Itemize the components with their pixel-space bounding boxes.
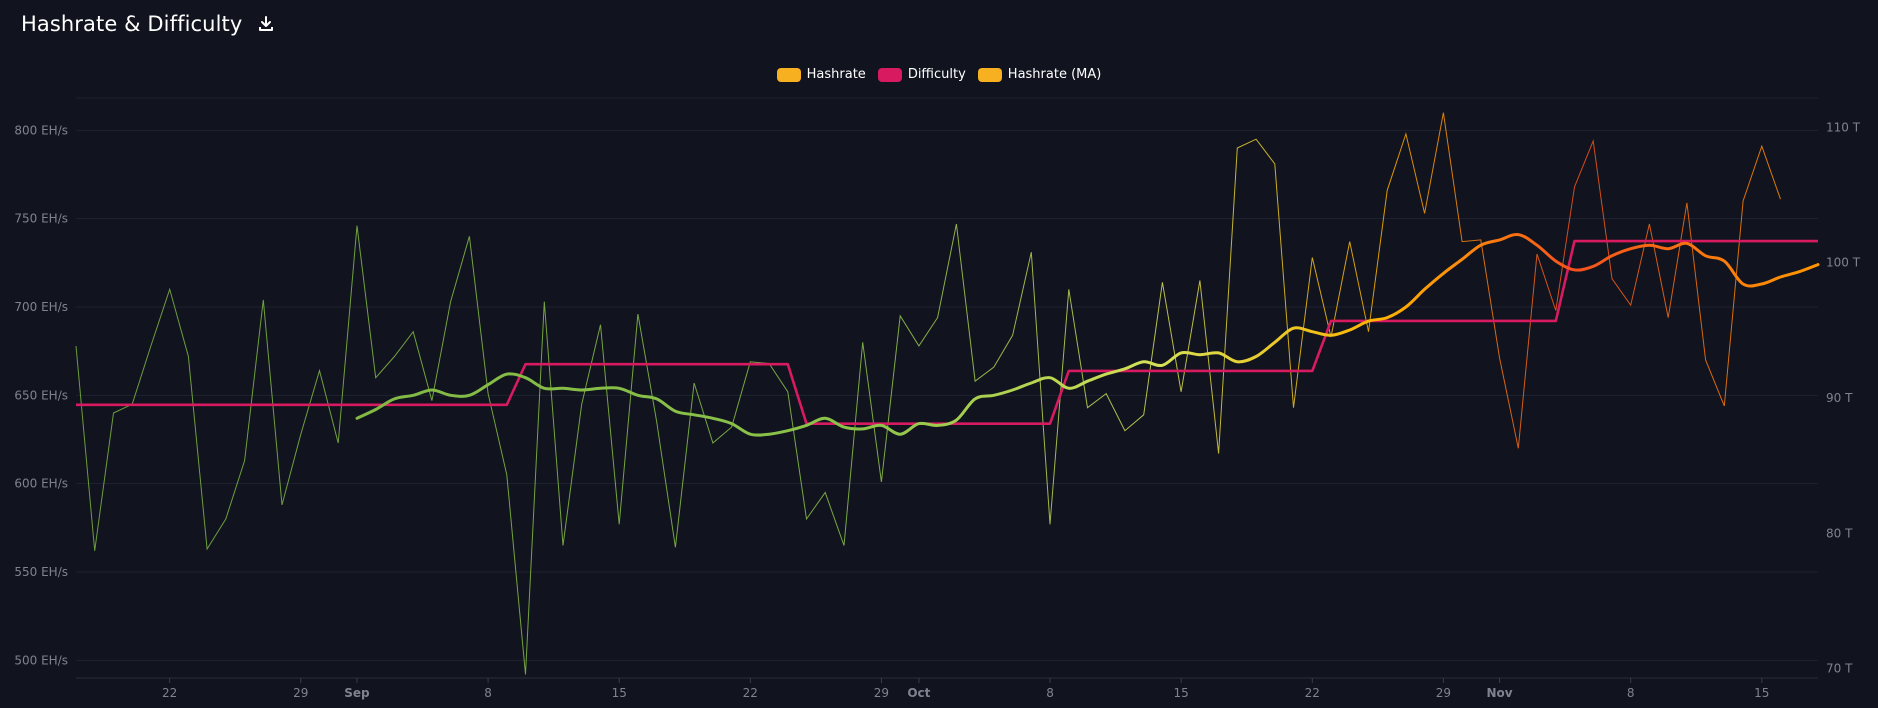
x-tick-label: 15 [1173, 686, 1188, 700]
x-tick-label: 29 [874, 686, 889, 700]
legend-item-difficulty[interactable]: Difficulty [877, 67, 966, 82]
legend-label-hashrate-ma: Hashrate (MA) [1007, 67, 1102, 82]
x-tick-label: Oct [907, 686, 930, 700]
y-right-tick-label: 80 T [1826, 526, 1853, 540]
download-button[interactable] [254, 12, 278, 36]
x-tick-label: 8 [1627, 686, 1635, 700]
page-title: Hashrate & Difficulty [21, 12, 243, 36]
x-tick-label: 8 [1046, 686, 1054, 700]
y-left-tick-label: 500 EH/s [14, 653, 68, 667]
y-left-tick-label: 650 EH/s [14, 388, 68, 402]
y-left-tick-label: 750 EH/s [14, 212, 68, 226]
x-tick-label: 22 [743, 686, 758, 700]
y-right-tick-label: 90 T [1826, 391, 1853, 405]
legend-item-hashrate[interactable]: Hashrate [776, 67, 866, 82]
y-left-tick-label: 800 EH/s [14, 123, 68, 137]
legend-swatch-difficulty [877, 67, 902, 82]
y-right-tick-label: 70 T [1826, 662, 1853, 676]
x-tick-label: 8 [484, 686, 492, 700]
hashrate-ma-line [355, 232, 1820, 437]
difficulty-line [76, 239, 1818, 426]
x-tick-label: 29 [1436, 686, 1451, 700]
x-tick-label: 15 [1754, 686, 1769, 700]
x-tick-label: 15 [612, 686, 627, 700]
x-tick-label: 22 [162, 686, 177, 700]
y-left-tick-label: 550 EH/s [14, 565, 68, 579]
x-tick-label: Sep [344, 686, 370, 700]
y-left-tick-label: 700 EH/s [14, 300, 68, 314]
x-tick-label: 22 [1305, 686, 1320, 700]
legend-swatch-hashrate [776, 67, 801, 82]
header: Hashrate & Difficulty [21, 12, 278, 36]
legend-label-hashrate: Hashrate [806, 67, 866, 82]
hashrate-line [75, 112, 1781, 675]
legend-item-hashrate-ma[interactable]: Hashrate (MA) [977, 67, 1102, 82]
x-tick-label: Nov [1487, 686, 1513, 700]
download-icon [259, 16, 274, 31]
y-right-tick-label: 110 T [1826, 120, 1861, 134]
y-right-tick-label: 100 T [1826, 256, 1861, 270]
legend-swatch-hashrate-ma [977, 67, 1002, 82]
chart-legend: Hashrate Difficulty Hashrate (MA) [0, 67, 1878, 82]
y-left-tick-label: 600 EH/s [14, 477, 68, 491]
legend-label-difficulty: Difficulty [907, 67, 966, 82]
x-tick-label: 29 [293, 686, 308, 700]
